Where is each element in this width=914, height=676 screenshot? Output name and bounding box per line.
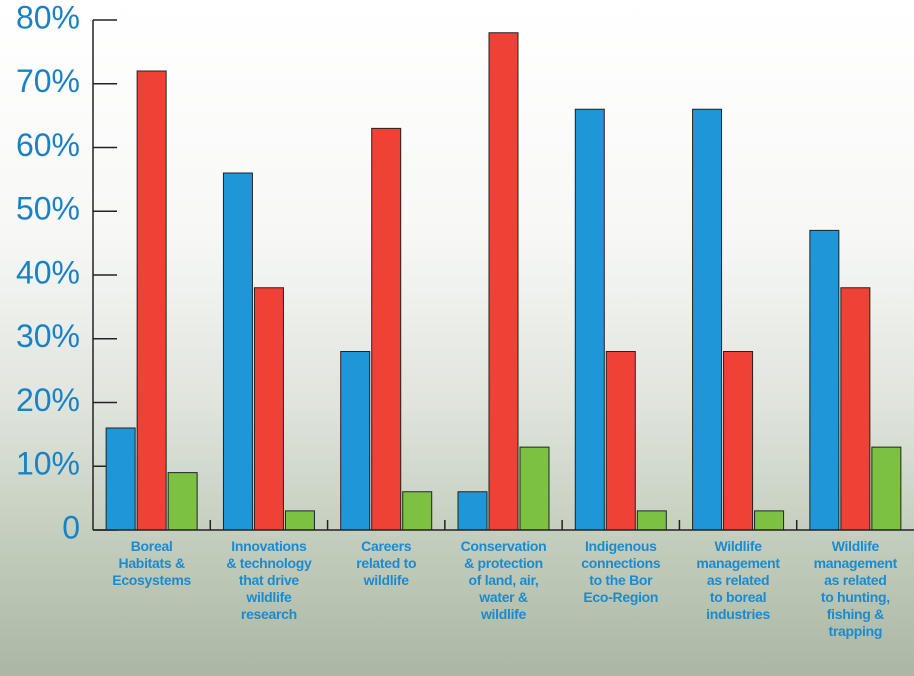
bar <box>340 351 371 531</box>
bar <box>723 351 754 531</box>
y-tick-label: 50% <box>16 191 80 227</box>
bar <box>605 351 636 531</box>
bar <box>871 446 902 531</box>
bar <box>519 446 550 531</box>
x-tick-label: Conservation & protection of land, air, … <box>460 538 547 622</box>
y-tick-label: 20% <box>16 382 80 418</box>
y-tick-label: 30% <box>16 318 80 354</box>
bar <box>809 229 840 531</box>
y-tick-label: 70% <box>16 63 80 99</box>
bar <box>222 172 253 531</box>
bar <box>136 70 167 531</box>
bar <box>692 108 723 531</box>
x-tick-label: Boreal Habitats & Ecosystems <box>112 538 191 588</box>
bar <box>253 287 284 531</box>
y-tick-label: 60% <box>16 127 80 163</box>
x-tick-label: Innovations & technology that drive wild… <box>226 538 312 622</box>
y-tick-label: 80% <box>16 0 80 35</box>
x-tick-label: Careers related to wildlife <box>356 538 417 588</box>
y-tick-label: 40% <box>16 254 80 290</box>
bar <box>167 472 198 531</box>
bar <box>105 427 136 531</box>
bar <box>488 32 519 531</box>
bar <box>636 510 667 531</box>
x-tick-label: Indigenous connections to the Bor Eco-Re… <box>581 538 661 605</box>
bar <box>402 491 433 531</box>
bar <box>457 491 488 531</box>
bar <box>574 108 605 531</box>
x-tick-label: Wildlife management as related to boreal… <box>696 538 780 622</box>
y-tick-label: 0 <box>62 509 80 545</box>
bar <box>840 287 871 531</box>
x-tick-label: Wildlife management as related to huntin… <box>813 538 898 639</box>
y-tick-label: 10% <box>16 446 80 482</box>
bar <box>754 510 785 531</box>
bar <box>371 127 402 531</box>
bar <box>284 510 315 531</box>
